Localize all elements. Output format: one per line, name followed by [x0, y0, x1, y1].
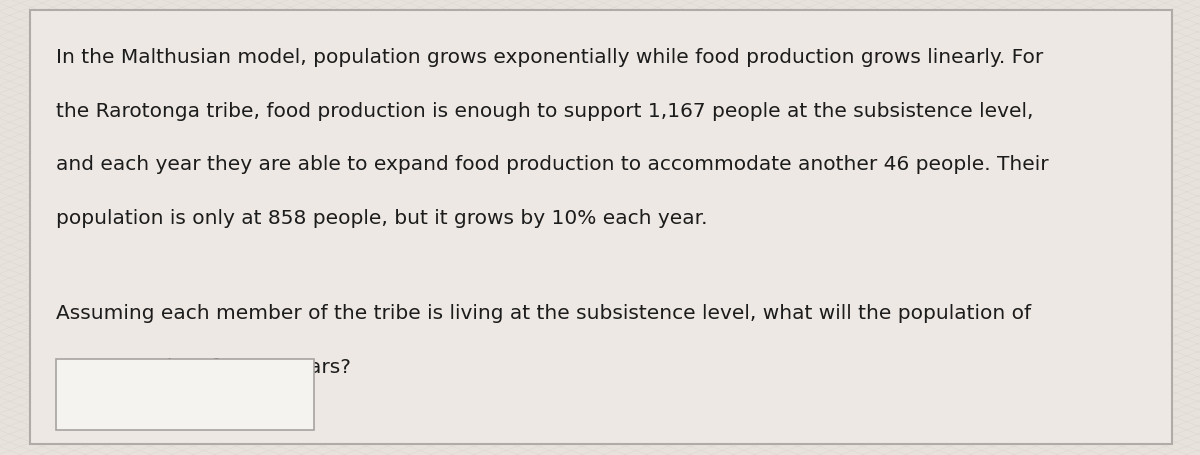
- Text: population is only at 858 people, but it grows by 10% each year.: population is only at 858 people, but it…: [56, 209, 708, 228]
- Text: the Rarotonga tribe, food production is enough to support 1,167 people at the su: the Rarotonga tribe, food production is …: [56, 101, 1034, 121]
- Text: Rarotonga be after 63 years?: Rarotonga be after 63 years?: [56, 357, 352, 376]
- FancyBboxPatch shape: [30, 11, 1172, 444]
- FancyBboxPatch shape: [56, 359, 314, 430]
- Text: In the Malthusian model, population grows exponentially while food production gr: In the Malthusian model, population grow…: [56, 48, 1044, 67]
- Text: and each year they are able to expand food production to accommodate another 46 : and each year they are able to expand fo…: [56, 155, 1049, 174]
- Text: Assuming each member of the tribe is living at the subsistence level, what will : Assuming each member of the tribe is liv…: [56, 303, 1032, 323]
